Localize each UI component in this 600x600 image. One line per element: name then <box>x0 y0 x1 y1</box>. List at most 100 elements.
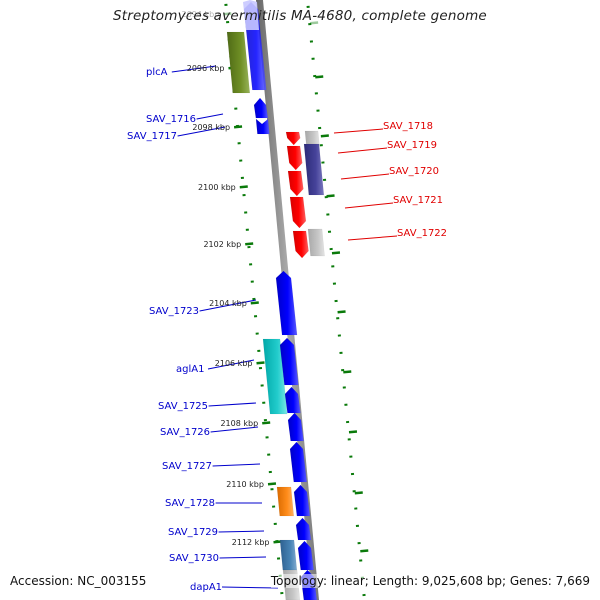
gene-faded-segment <box>243 0 259 30</box>
major-tick <box>331 251 341 255</box>
scale-tick-label: 2096 kbp <box>187 64 225 73</box>
gene-aglA1-fwd <box>279 337 299 386</box>
minor-tick <box>245 228 249 231</box>
leader-line <box>212 463 261 467</box>
minor-tick <box>347 438 351 441</box>
scale-tick-label: 2094 kbp <box>182 10 220 19</box>
genome-summary-text: Topology: linear; Length: 9,025,608 bp; … <box>270 574 590 588</box>
minor-tick <box>306 5 310 8</box>
major-tick <box>360 549 369 553</box>
gene-SAV_1719 <box>286 145 303 171</box>
leader-line <box>177 126 226 137</box>
gene-label-SAV_1722: SAV_1722 <box>397 228 447 239</box>
gene-label-SAV_1720: SAV_1720 <box>389 166 439 177</box>
minor-tick <box>265 436 269 439</box>
gene-SAV_1726 <box>287 412 304 442</box>
gene-SAV_1728 <box>276 486 295 517</box>
leader-line <box>210 426 259 433</box>
minor-tick <box>226 21 230 24</box>
gene-SAV_1718 <box>285 131 301 146</box>
leader-line <box>199 299 257 312</box>
gene-label-SAV_1730: SAV_1730 <box>169 553 219 564</box>
major-tick <box>273 540 282 544</box>
gene-label-SAV_1725: SAV_1725 <box>158 401 208 412</box>
major-tick <box>326 194 335 198</box>
scale-tick-label: 2106 kbp <box>215 359 253 368</box>
gene-SAV_1725 <box>284 386 301 414</box>
minor-tick <box>319 144 323 147</box>
minor-tick <box>342 386 346 389</box>
scale-tick-label: 2110 kbp <box>226 480 264 489</box>
minor-tick <box>273 522 277 525</box>
minor-tick <box>339 351 343 354</box>
gene-SAV_1730 <box>279 539 298 571</box>
gene-label-SAV_1716: SAV_1716 <box>146 114 196 125</box>
minor-tick <box>334 299 338 303</box>
gene-label-SAV_1729: SAV_1729 <box>168 527 218 538</box>
gene-SAV_1728-fwd <box>293 484 311 517</box>
leader-line <box>347 235 398 241</box>
minor-tick <box>249 263 253 266</box>
major-tick <box>348 430 358 434</box>
gene-SAV_1730-fwd <box>297 540 315 571</box>
minor-tick <box>255 332 259 335</box>
minor-tick <box>240 176 244 179</box>
minor-tick <box>244 211 248 214</box>
minor-tick <box>258 367 263 370</box>
major-tick <box>354 491 363 495</box>
major-tick <box>315 75 324 79</box>
minor-tick <box>247 245 251 249</box>
leader-line <box>344 202 394 209</box>
gene-SAV_1722 <box>292 230 309 259</box>
scale-tick-label: 2108 kbp <box>220 419 258 428</box>
gene-label-SAV_1717: SAV_1717 <box>127 131 177 142</box>
leader-line <box>221 586 279 589</box>
minor-tick <box>268 470 272 474</box>
minor-tick <box>308 23 312 26</box>
gene-label-SAV_1727: SAV_1727 <box>162 461 212 472</box>
minor-tick <box>355 524 360 527</box>
minor-tick <box>272 505 276 508</box>
gene-plcA <box>226 31 251 94</box>
minor-tick <box>341 369 345 372</box>
minor-tick <box>327 230 332 233</box>
gene-label-SAV_1718: SAV_1718 <box>383 121 433 132</box>
major-tick <box>262 421 271 425</box>
gene-features <box>226 0 325 600</box>
minor-tick <box>322 178 327 181</box>
leader-line <box>171 65 217 73</box>
major-tick <box>267 482 277 486</box>
minor-tick <box>267 453 271 456</box>
gene-label-SAV_1723: SAV_1723 <box>149 306 199 317</box>
minor-tick <box>344 403 348 406</box>
major-tick <box>337 310 346 314</box>
minor-tick <box>234 107 238 110</box>
minor-tick <box>318 126 322 130</box>
gene-SAV_1722-other <box>307 228 325 257</box>
minor-tick <box>352 490 356 493</box>
minor-tick <box>321 161 325 164</box>
gene-SAV_1720 <box>287 170 304 197</box>
leader-line <box>333 128 384 134</box>
leader-line <box>207 359 255 370</box>
map-title: Streptomyces avermitilis MA-4680, comple… <box>113 8 487 24</box>
minor-tick <box>349 455 353 458</box>
label-leaders <box>171 65 398 589</box>
major-tick <box>250 301 259 305</box>
major-tick <box>310 21 319 25</box>
minor-tick <box>263 418 267 422</box>
gene-SAV_1716 <box>253 97 269 119</box>
minor-tick <box>345 420 350 424</box>
gene-SAV_1721 <box>289 196 307 229</box>
major-tick <box>256 361 265 365</box>
minor-tick <box>316 109 320 112</box>
minor-tick <box>350 472 355 476</box>
minor-tick <box>329 247 333 251</box>
minor-tick <box>354 507 358 510</box>
gene-label-SAV_1726: SAV_1726 <box>160 427 210 438</box>
minor-tick <box>336 317 340 320</box>
minor-tick <box>260 384 264 387</box>
minor-tick <box>237 142 241 145</box>
minor-tick <box>257 349 261 352</box>
